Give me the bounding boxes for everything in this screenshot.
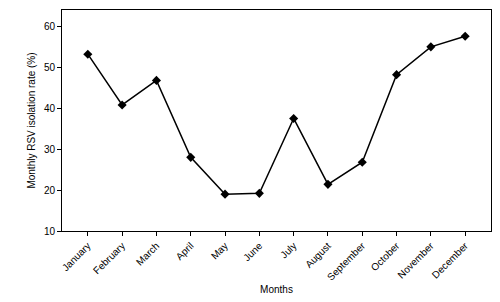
svg-text:January: January xyxy=(60,240,93,273)
svg-text:Monthly RSV isolation rate (%): Monthly RSV isolation rate (%) xyxy=(26,52,37,188)
svg-text:March: March xyxy=(134,240,161,267)
svg-text:Months: Months xyxy=(260,284,293,295)
svg-text:November: November xyxy=(395,240,436,281)
svg-text:December: December xyxy=(430,240,471,281)
svg-text:30: 30 xyxy=(44,144,56,155)
svg-text:20: 20 xyxy=(44,185,56,196)
svg-text:July: July xyxy=(278,240,298,260)
svg-text:August: August xyxy=(303,240,333,270)
svg-text:February: February xyxy=(91,240,127,276)
svg-text:April: April xyxy=(174,240,196,262)
svg-text:June: June xyxy=(241,240,264,263)
svg-text:10: 10 xyxy=(44,226,56,237)
svg-text:October: October xyxy=(369,240,402,273)
svg-text:May: May xyxy=(209,240,230,261)
svg-text:September: September xyxy=(325,240,368,283)
svg-text:50: 50 xyxy=(44,62,56,73)
svg-text:60: 60 xyxy=(44,21,56,32)
svg-text:40: 40 xyxy=(44,103,56,114)
